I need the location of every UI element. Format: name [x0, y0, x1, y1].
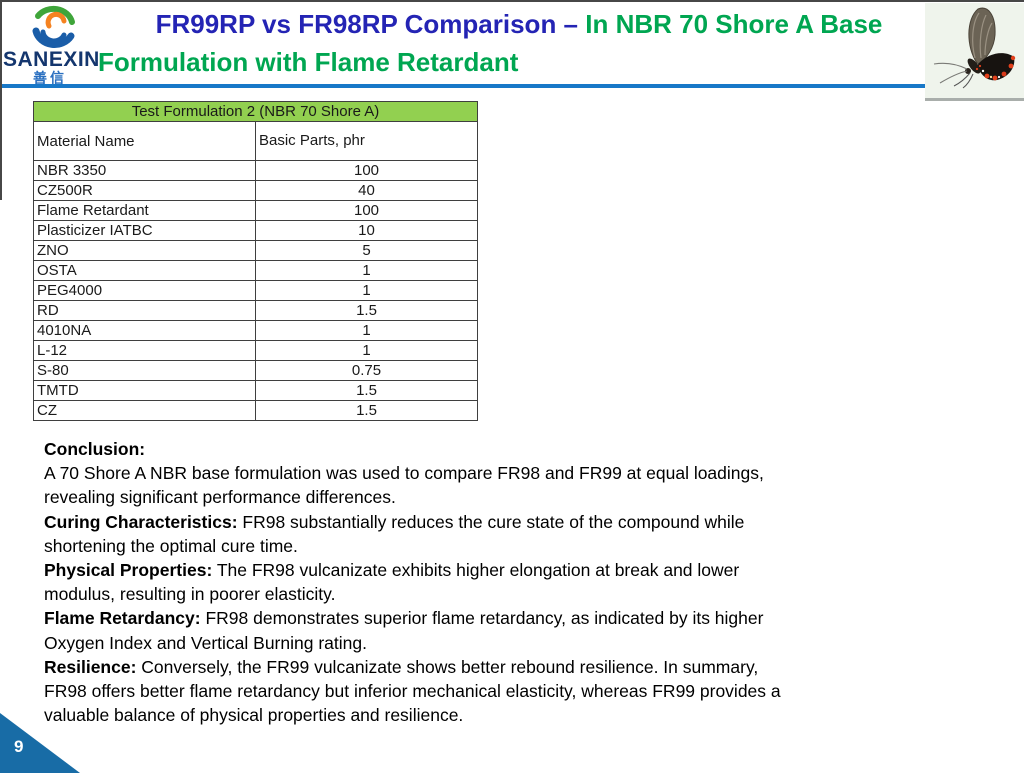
conclusion-label: Physical Properties:	[44, 560, 213, 581]
material-name-cell: 4010NA	[33, 320, 256, 341]
table-row: S-80 0.75	[33, 360, 478, 381]
phr-value-cell: 1	[255, 320, 478, 341]
page-number: 9	[14, 737, 24, 756]
material-name-cell: Flame Retardant	[33, 200, 256, 221]
table-title: Test Formulation 2 (NBR 70 Shore A)	[33, 101, 478, 122]
material-name-cell: TMTD	[33, 380, 256, 401]
material-name-cell: OSTA	[33, 260, 256, 281]
table-row: PEG4000 1	[33, 280, 478, 301]
material-name-cell: CZ	[33, 400, 256, 421]
header-underline	[2, 84, 936, 88]
phr-value-cell: 40	[255, 180, 478, 201]
table-row: CZ500R 40	[33, 180, 478, 201]
phr-value-cell: 1	[255, 260, 478, 281]
phr-value-cell: 1.5	[255, 400, 478, 421]
conclusion-paragraph: Resilience: Conversely, the FR99 vulcani…	[44, 656, 781, 726]
table-row: L-12 1	[33, 340, 478, 361]
material-name-cell: S-80	[33, 360, 256, 381]
table-row: Flame Retardant 100	[33, 200, 478, 221]
material-name-cell: L-12	[33, 340, 256, 361]
phr-value-cell: 5	[255, 240, 478, 261]
phr-value-cell: 1.5	[255, 380, 478, 401]
title-line-1: FR99RP vs FR98RP Comparison – In NBR 70 …	[98, 5, 940, 43]
butterfly-icon	[933, 7, 1016, 89]
logo-wordmark: SANEXIN	[3, 48, 100, 71]
material-name-cell: Plasticizer IATBC	[33, 220, 256, 241]
sanexin-swirl-icon	[32, 5, 75, 48]
table-header-row: Material Name Basic Parts, phr	[33, 121, 478, 161]
table-row: CZ 1.5	[33, 400, 478, 421]
top-edge-border	[0, 0, 1024, 2]
title-line-2: Formulation with Flame Retardant	[98, 47, 519, 77]
phr-value-cell: 1.5	[255, 300, 478, 321]
title-blue-part: FR99RP vs FR98RP Comparison –	[155, 9, 586, 39]
left-edge-border	[0, 0, 2, 200]
conclusion-label: Flame Retardancy:	[44, 608, 201, 629]
column-header-material: Material Name	[33, 121, 256, 161]
table-row: ZNO 5	[33, 240, 478, 261]
phr-value-cell: 100	[255, 160, 478, 181]
phr-value-cell: 100	[255, 200, 478, 221]
material-name-cell: CZ500R	[33, 180, 256, 201]
butterfly-image	[925, 3, 1024, 101]
material-name-cell: PEG4000	[33, 280, 256, 301]
table-row: RD 1.5	[33, 300, 478, 321]
phr-value-cell: 1	[255, 340, 478, 361]
material-name-cell: RD	[33, 300, 256, 321]
table-row: Plasticizer IATBC 10	[33, 220, 478, 241]
phr-value-cell: 0.75	[255, 360, 478, 381]
sanexin-logo: SANEXIN 善信	[2, 2, 118, 86]
conclusion-paragraph: Curing Characteristics: FR98 substantial…	[44, 511, 745, 556]
table-title-row: Test Formulation 2 (NBR 70 Shore A)	[33, 101, 478, 122]
conclusion-paragraph: Conclusion:	[44, 437, 789, 461]
conclusion-label: Conclusion:	[44, 439, 146, 459]
material-name-cell: ZNO	[33, 240, 256, 261]
conclusion-label: Curing Characteristics:	[44, 511, 238, 532]
page-title: FR99RP vs FR98RP Comparison – In NBR 70 …	[98, 5, 940, 81]
conclusion-paragraph: Flame Retardancy: FR98 demonstrates supe…	[44, 608, 764, 653]
table-row: NBR 3350 100	[33, 160, 478, 181]
material-name-cell: NBR 3350	[33, 160, 256, 181]
logo-chinese-text: 善信	[33, 70, 67, 86]
conclusion-label: Resilience:	[44, 656, 137, 677]
title-green-part-1: In NBR 70 Shore A Base	[585, 9, 883, 39]
phr-value-cell: 10	[255, 220, 478, 241]
phr-value-cell: 1	[255, 280, 478, 301]
conclusion-block: Conclusion: A 70 Shore A NBR base formula…	[44, 437, 789, 727]
column-header-phr: Basic Parts, phr	[255, 121, 478, 161]
conclusion-paragraph: Physical Properties: The FR98 vulcanizat…	[44, 560, 740, 605]
formulation-table-body: Test Formulation 2 (NBR 70 Shore A) Mate…	[33, 101, 478, 421]
table-row: TMTD 1.5	[33, 380, 478, 401]
formulation-table: Test Formulation 2 (NBR 70 Shore A) Mate…	[33, 101, 478, 421]
table-row: 4010NA 1	[33, 320, 478, 341]
table-row: OSTA 1	[33, 260, 478, 281]
conclusion-paragraph: A 70 Shore A NBR base formulation was us…	[44, 463, 764, 508]
